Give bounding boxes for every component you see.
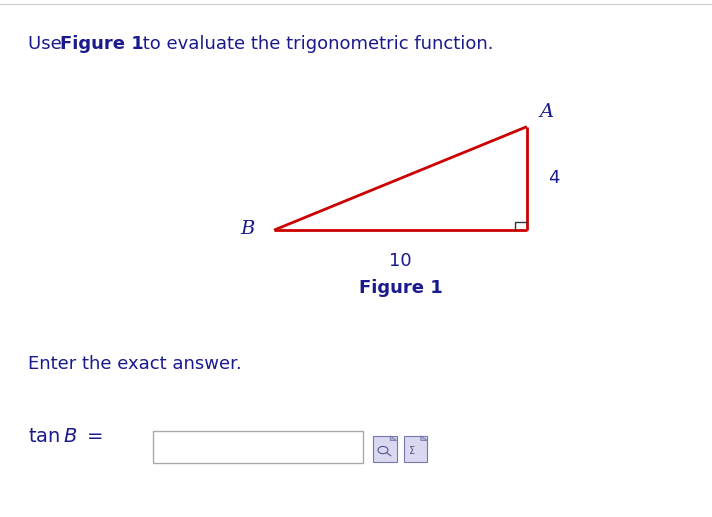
Polygon shape <box>390 436 397 440</box>
Text: 10: 10 <box>389 252 412 270</box>
Text: Figure 1: Figure 1 <box>359 279 442 297</box>
Text: $\tan B\ =$: $\tan B\ =$ <box>28 428 103 446</box>
FancyBboxPatch shape <box>404 436 427 462</box>
Polygon shape <box>421 436 427 440</box>
Text: A: A <box>540 103 554 121</box>
FancyBboxPatch shape <box>373 436 397 462</box>
Bar <box>153 431 363 463</box>
Text: B: B <box>240 220 254 238</box>
Text: to evaluate the trigonometric function.: to evaluate the trigonometric function. <box>137 35 493 53</box>
Text: Enter the exact answer.: Enter the exact answer. <box>28 356 242 373</box>
Text: Figure 1: Figure 1 <box>60 35 144 53</box>
Text: 4: 4 <box>548 170 560 187</box>
Text: Use: Use <box>28 35 68 53</box>
Text: Σ: Σ <box>409 446 415 456</box>
